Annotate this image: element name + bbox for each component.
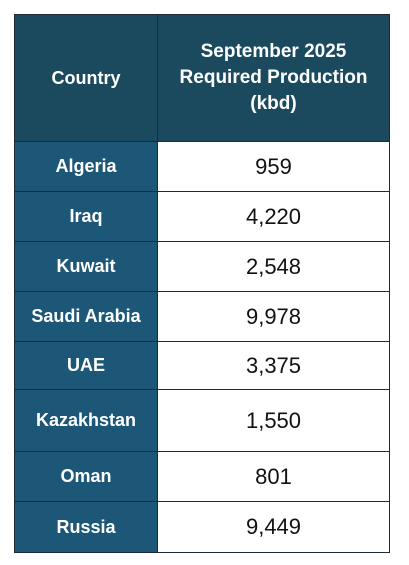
production-value-cell: 4,220 xyxy=(157,191,390,242)
table-row: Iraq 4,220 xyxy=(14,191,390,242)
country-cell: Iraq xyxy=(14,191,158,242)
country-cell: UAE xyxy=(14,341,158,390)
table-row: UAE 3,375 xyxy=(14,341,390,390)
country-cell: Kuwait xyxy=(14,241,158,292)
country-cell: Kazakhstan xyxy=(14,389,158,452)
table-row: Algeria 959 xyxy=(14,141,390,192)
production-column-header: September 2025 Required Production (kbd) xyxy=(157,14,390,142)
production-value-cell: 9,449 xyxy=(157,501,390,553)
country-cell: Algeria xyxy=(14,141,158,192)
production-value-cell: 3,375 xyxy=(157,341,390,390)
production-value-cell: 9,978 xyxy=(157,291,390,342)
table-row: Russia 9,449 xyxy=(14,501,390,553)
table-row: Kazakhstan 1,550 xyxy=(14,389,390,452)
header-line-2: Required Production xyxy=(179,67,368,88)
production-value-cell: 1,550 xyxy=(157,389,390,452)
table-row: Oman 801 xyxy=(14,451,390,502)
country-column-header: Country xyxy=(14,14,158,142)
country-cell: Saudi Arabia xyxy=(14,291,158,342)
production-value-cell: 959 xyxy=(157,141,390,192)
header-line-1: September 2025 xyxy=(200,41,347,62)
country-cell: Oman xyxy=(14,451,158,502)
header-row: Country September 2025 Required Producti… xyxy=(14,14,390,142)
header-line-3: (kbd) xyxy=(250,93,297,114)
production-value-cell: 801 xyxy=(157,451,390,502)
production-value-cell: 2,548 xyxy=(157,241,390,292)
production-table: Country September 2025 Required Producti… xyxy=(14,14,390,553)
country-cell: Russia xyxy=(14,501,158,553)
table-row: Kuwait 2,548 xyxy=(14,241,390,292)
table-row: Saudi Arabia 9,978 xyxy=(14,291,390,342)
